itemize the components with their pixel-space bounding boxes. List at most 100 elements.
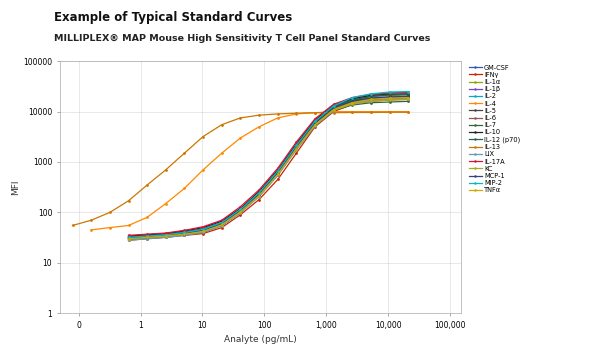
IL-5 [405, 94, 412, 99]
GM-CSF [274, 171, 282, 175]
IL-17A [199, 225, 207, 229]
IL-13 [386, 110, 393, 114]
TNFα [237, 210, 244, 214]
LIX [274, 173, 282, 177]
IL-13 [367, 110, 374, 114]
IL-4 [199, 168, 207, 172]
TNFα [144, 235, 151, 239]
MIP-2 [144, 234, 151, 238]
IFNγ [386, 98, 393, 102]
LIX [349, 101, 356, 105]
IL-1β [405, 95, 412, 99]
IL-7 [330, 108, 337, 113]
LIX [199, 230, 207, 235]
IL-1β [311, 122, 319, 127]
TNFα [311, 122, 319, 127]
IL-1β [237, 209, 244, 213]
IL-4 [256, 125, 263, 129]
IL-12 (p70) [367, 94, 374, 99]
IL-4 [218, 151, 225, 155]
IL-1β [218, 222, 225, 226]
IL-7 [293, 147, 300, 151]
MCP-1 [125, 236, 132, 240]
TNFα [386, 96, 393, 100]
IL-1α [237, 208, 244, 212]
Line: IL-1α: IL-1α [127, 93, 410, 239]
Line: IL-10: IL-10 [127, 93, 410, 237]
KC [330, 108, 337, 112]
IL-2 [256, 193, 263, 198]
IL-5 [256, 191, 263, 195]
LIX [237, 211, 244, 215]
IL-1α [218, 221, 225, 226]
TNFα [293, 147, 300, 151]
IL-10 [218, 219, 225, 223]
IL-6 [218, 222, 225, 226]
IL-7 [256, 193, 263, 198]
IL-1α [349, 97, 356, 102]
IL-10 [405, 92, 412, 96]
IL-6 [311, 122, 319, 126]
IL-6 [330, 107, 337, 111]
IL-4 [386, 109, 393, 114]
IL-10 [349, 96, 356, 101]
KC [218, 222, 225, 227]
KC [237, 210, 244, 214]
IL-7 [237, 210, 244, 214]
IL-1α [181, 230, 188, 235]
IL-4 [237, 136, 244, 140]
IL-5 [181, 230, 188, 234]
IL-13 [162, 168, 170, 172]
IL-17A [330, 102, 337, 107]
IFNγ [256, 197, 263, 202]
MCP-1 [181, 231, 188, 236]
Line: KC: KC [127, 98, 410, 240]
IL-4 [367, 109, 374, 114]
GM-CSF [386, 93, 393, 98]
MCP-1 [405, 94, 412, 99]
TNFα [218, 222, 225, 227]
MCP-1 [293, 145, 300, 149]
IL-12 (p70) [349, 98, 356, 102]
IL-13 [311, 111, 319, 115]
IL-13 [87, 218, 95, 222]
IL-1α [386, 93, 393, 97]
GM-CSF [367, 94, 374, 99]
IL-12 (p70) [218, 221, 225, 225]
GM-CSF [330, 105, 337, 110]
IFNγ [181, 233, 188, 238]
IL-5 [367, 96, 374, 100]
IFNγ [218, 225, 225, 230]
MCP-1 [311, 121, 319, 126]
IL-4 [349, 109, 356, 114]
IL-2 [237, 210, 244, 214]
IL-1β [293, 147, 300, 151]
MIP-2 [125, 235, 132, 239]
IL-5 [125, 234, 132, 239]
IL-2 [367, 93, 374, 98]
IL-1β [125, 236, 132, 240]
Line: IL-6: IL-6 [127, 97, 410, 239]
IL-1α [125, 235, 132, 239]
IL-4 [144, 215, 151, 220]
IL-17A [293, 140, 300, 144]
IL-4 [330, 109, 337, 114]
IL-1α [144, 234, 151, 238]
IL-17A [274, 166, 282, 170]
IL-4 [293, 112, 300, 116]
IFNγ [330, 109, 337, 114]
IL-17A [311, 117, 319, 121]
IL-1α [367, 94, 374, 98]
IL-6 [367, 98, 374, 102]
IL-7 [386, 100, 393, 104]
GM-CSF [181, 233, 188, 237]
IL-12 (p70) [274, 170, 282, 174]
IL-1β [274, 172, 282, 177]
IL-7 [349, 103, 356, 107]
LIX [405, 96, 412, 101]
Line: IL-4: IL-4 [90, 110, 410, 231]
IL-10 [293, 141, 300, 146]
GM-CSF [125, 237, 132, 241]
Line: IL-5: IL-5 [127, 95, 410, 238]
MCP-1 [218, 222, 225, 226]
